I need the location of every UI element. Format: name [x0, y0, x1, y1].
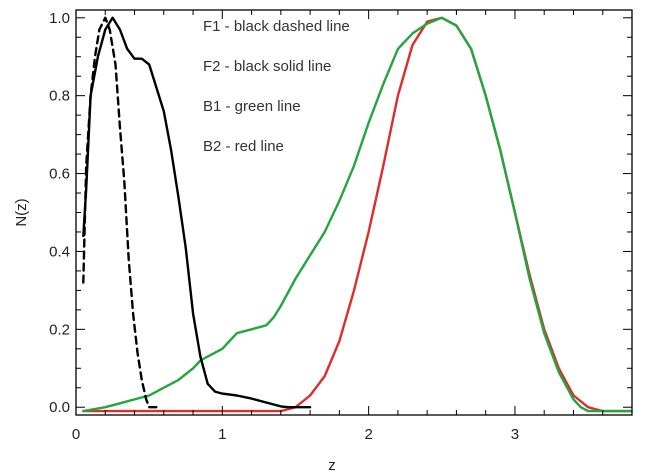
series-line-b1: [82, 16, 632, 413]
y-tick-label: 1.0: [49, 10, 70, 27]
y-tick-label: 0.2: [49, 321, 70, 338]
y-tick-label: 0.8: [49, 88, 70, 105]
y-tick-label: 0.4: [49, 243, 70, 260]
x-tick-label: 3: [511, 426, 519, 443]
legend: F1 - black dashed line F2 - black solid l…: [203, 18, 350, 155]
axes-layer: [75, 9, 633, 416]
series-line-f2: [82, 16, 312, 409]
series-layer: [82, 16, 632, 413]
legend-entry: B2 - red line: [203, 138, 284, 155]
x-tick-label: 1: [218, 426, 226, 443]
plot-frame: [75, 9, 633, 416]
legend-entry: B1 - green line: [203, 98, 301, 115]
axis-labels: 0 1 2 3 0.0 0.2 0.4 0.6 0.8 1.0 z N(z): [13, 10, 519, 474]
y-tick-label: 0.0: [49, 399, 70, 416]
legend-entry: F1 - black dashed line: [203, 18, 350, 35]
legend-entry: F2 - black solid line: [203, 58, 331, 75]
x-axis-title: z: [328, 457, 336, 474]
x-tick-label: 2: [364, 426, 372, 443]
series-line-b2: [82, 16, 632, 413]
y-tick-label: 0.6: [49, 166, 70, 183]
series-line-f1: [82, 16, 158, 409]
y-axis-title: N(z): [13, 198, 30, 226]
x-tick-label: 0: [72, 426, 80, 443]
